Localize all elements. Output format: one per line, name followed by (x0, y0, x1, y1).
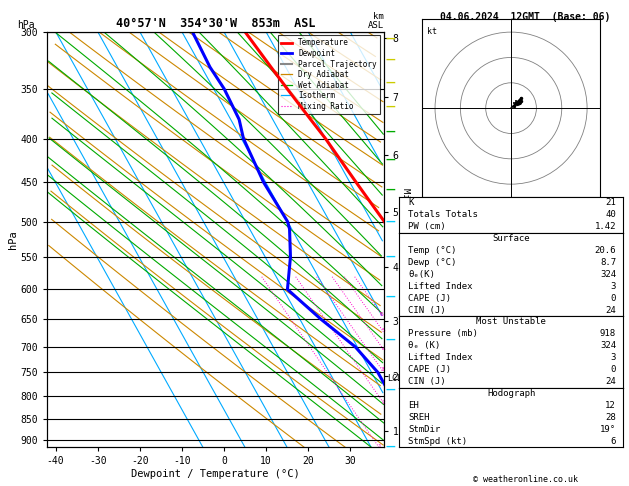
Text: 24: 24 (605, 306, 616, 314)
Text: Dewp (°C): Dewp (°C) (408, 258, 457, 267)
Text: 20.6: 20.6 (594, 246, 616, 255)
Text: 40: 40 (605, 210, 616, 219)
Text: StmDir: StmDir (408, 425, 440, 434)
Text: Lifted Index: Lifted Index (408, 353, 473, 362)
Text: 3: 3 (611, 353, 616, 362)
Text: EH: EH (408, 401, 419, 410)
Text: —: — (386, 442, 396, 452)
Text: Totals Totals: Totals Totals (408, 210, 478, 219)
Text: θₑ (K): θₑ (K) (408, 341, 440, 350)
Text: —: — (386, 77, 396, 87)
Text: 28: 28 (605, 413, 616, 422)
Text: 5: 5 (381, 328, 385, 333)
Text: LCL: LCL (387, 374, 402, 383)
Text: —: — (386, 127, 396, 137)
Text: CIN (J): CIN (J) (408, 377, 446, 386)
Text: 6: 6 (611, 436, 616, 446)
Text: Temp (°C): Temp (°C) (408, 246, 457, 255)
Text: —: — (386, 184, 396, 194)
Text: 0: 0 (611, 365, 616, 374)
Text: 1: 1 (377, 444, 381, 449)
Text: 8.7: 8.7 (600, 258, 616, 267)
Text: 04.06.2024  12GMT  (Base: 06): 04.06.2024 12GMT (Base: 06) (440, 12, 610, 22)
Text: 3: 3 (611, 282, 616, 291)
Text: PW (cm): PW (cm) (408, 222, 446, 231)
Text: —: — (386, 155, 396, 165)
Text: θₑ(K): θₑ(K) (408, 270, 435, 279)
Text: Most Unstable: Most Unstable (476, 317, 546, 327)
Y-axis label: Mixing Ratio (g/kg): Mixing Ratio (g/kg) (401, 188, 409, 291)
Text: CAPE (J): CAPE (J) (408, 294, 452, 303)
Text: 2: 2 (382, 400, 386, 405)
Text: —: — (386, 252, 396, 262)
Text: 324: 324 (600, 341, 616, 350)
Text: —: — (386, 385, 396, 395)
Text: 324: 324 (600, 270, 616, 279)
Text: —: — (386, 291, 396, 301)
Title: 40°57'N  354°30'W  853m  ASL: 40°57'N 354°30'W 853m ASL (116, 17, 315, 31)
Text: —: — (386, 55, 396, 65)
Text: 12: 12 (605, 401, 616, 410)
Text: —: — (386, 34, 396, 44)
Text: 0: 0 (611, 294, 616, 303)
Text: Lifted Index: Lifted Index (408, 282, 473, 291)
Legend: Temperature, Dewpoint, Parcel Trajectory, Dry Adiabat, Wet Adiabat, Isotherm, Mi: Temperature, Dewpoint, Parcel Trajectory… (277, 35, 380, 114)
Text: CAPE (J): CAPE (J) (408, 365, 452, 374)
Text: —: — (386, 102, 396, 111)
X-axis label: Dewpoint / Temperature (°C): Dewpoint / Temperature (°C) (131, 469, 300, 479)
Text: km
ASL: km ASL (367, 12, 384, 30)
Text: Pressure (mb): Pressure (mb) (408, 330, 478, 338)
Text: Hodograph: Hodograph (487, 389, 535, 398)
Text: © weatheronline.co.uk: © weatheronline.co.uk (473, 474, 577, 484)
Text: kt: kt (428, 27, 437, 36)
Text: 6: 6 (380, 312, 384, 317)
Y-axis label: hPa: hPa (8, 230, 18, 249)
Text: 1.42: 1.42 (594, 222, 616, 231)
Text: CIN (J): CIN (J) (408, 306, 446, 314)
Text: K: K (408, 198, 414, 208)
Text: 24: 24 (605, 377, 616, 386)
Text: 3: 3 (381, 367, 384, 372)
Text: 21: 21 (605, 198, 616, 208)
Text: hPa: hPa (17, 19, 35, 30)
Text: StmSpd (kt): StmSpd (kt) (408, 436, 467, 446)
Text: 918: 918 (600, 330, 616, 338)
Text: —: — (386, 217, 396, 226)
Text: —: — (386, 335, 396, 345)
Text: Surface: Surface (493, 234, 530, 243)
Text: 4: 4 (382, 347, 386, 351)
Text: SREH: SREH (408, 413, 430, 422)
Text: 19°: 19° (600, 425, 616, 434)
